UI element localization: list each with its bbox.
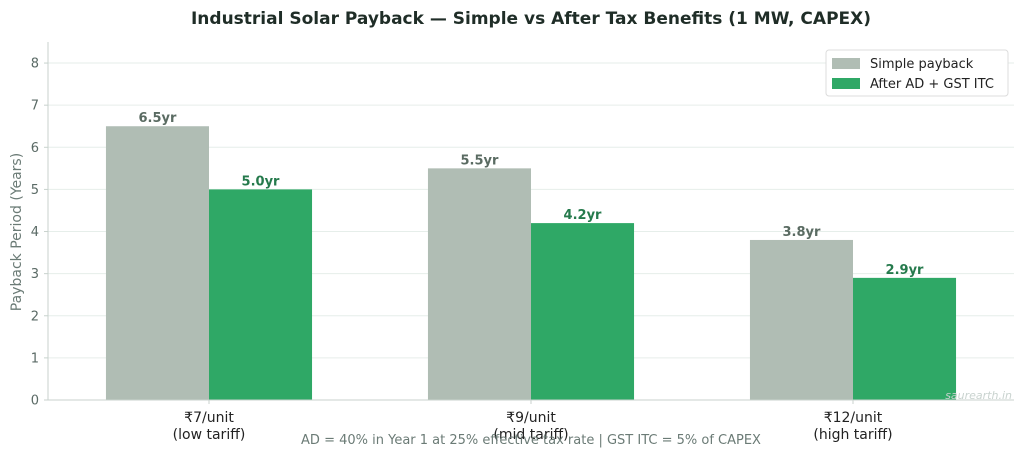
y-tick-label: 6 — [31, 141, 39, 156]
legend-label: After AD + GST ITC — [870, 77, 994, 92]
y-tick-label: 8 — [31, 57, 39, 72]
data-label: 5.0yr — [242, 174, 281, 189]
y-tick-label: 1 — [31, 351, 39, 366]
x-tick-label: ₹9/unit — [506, 410, 556, 426]
bar-after-ad-gst — [531, 223, 635, 400]
data-label: 3.8yr — [783, 225, 822, 240]
data-label: 6.5yr — [139, 111, 178, 126]
y-tick-label: 2 — [31, 309, 39, 324]
bar-simple-payback — [427, 168, 531, 400]
watermark: saurearth.in — [945, 389, 1012, 402]
x-tick-label: ₹7/unit — [184, 410, 234, 426]
x-tick-label: (mid tariff) — [493, 427, 568, 443]
y-tick-label: 7 — [31, 99, 39, 114]
bar-simple-payback — [105, 126, 209, 400]
data-label: 2.9yr — [886, 263, 925, 278]
y-tick-label: 5 — [31, 183, 39, 198]
data-label: 4.2yr — [564, 208, 603, 223]
y-tick-label: 3 — [31, 267, 39, 282]
bar-after-ad-gst — [853, 277, 957, 400]
bar-simple-payback — [749, 239, 853, 400]
footnote-annotation: AD = 40% in Year 1 at 25% effective tax … — [301, 433, 761, 448]
legend-frame — [825, 49, 1009, 97]
y-axis-label: Payback Period (Years) — [9, 153, 25, 311]
x-axis: ₹7/unit(low tariff) ₹9/unit(mid tariff) ₹1… — [48, 399, 1014, 443]
x-tick-label: (low tariff) — [173, 427, 246, 443]
x-tick-label: (high tariff) — [813, 427, 892, 443]
legend-swatch — [832, 58, 860, 69]
bars: 6.5yr 5.0yr 5.5yr 4.2yr 3.8yr 2.9yr — [105, 111, 957, 400]
legend: Simple payback After AD + GST ITC — [825, 49, 1009, 97]
y-tick-label: 0 — [31, 394, 39, 409]
y-tick-label: 4 — [31, 225, 39, 240]
legend-swatch — [832, 78, 860, 89]
y-axis: 0 1 2 3 4 5 6 7 8 — [31, 42, 49, 409]
bar-after-ad-gst — [209, 189, 313, 400]
x-tick-label: ₹12/unit — [824, 410, 883, 426]
chart-title: Industrial Solar Payback — Simple vs Aft… — [191, 9, 871, 29]
data-label: 5.5yr — [461, 153, 500, 168]
legend-label: Simple payback — [870, 57, 974, 72]
